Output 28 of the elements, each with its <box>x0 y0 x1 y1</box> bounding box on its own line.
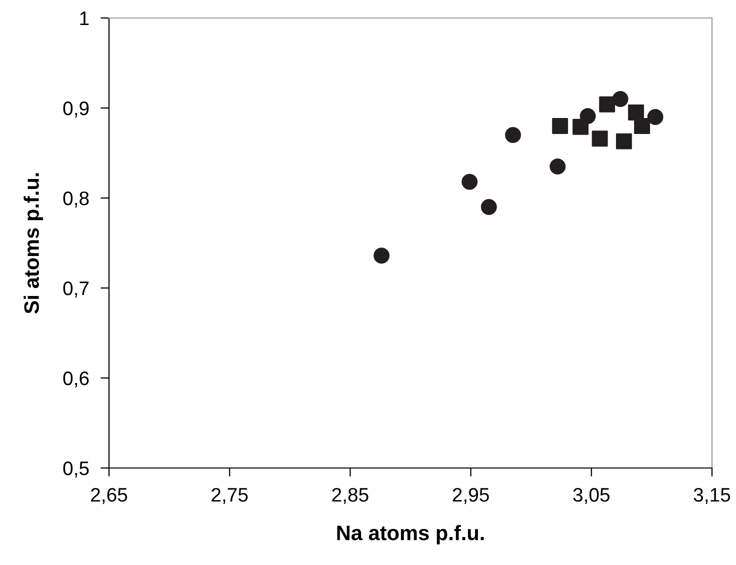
point <box>647 109 664 125</box>
x-axis-title: Na atoms p.f.u. <box>337 525 484 544</box>
point <box>634 118 650 134</box>
y-tick-label: 0,7 <box>63 281 89 298</box>
x-tick-label: 3,05 <box>573 488 610 504</box>
point <box>616 133 632 150</box>
point <box>612 91 628 107</box>
point <box>628 104 644 120</box>
point <box>552 118 568 134</box>
y-tick-label: 0,5 <box>63 461 89 478</box>
point <box>462 174 478 190</box>
y-tick-label: 0,9 <box>63 101 89 118</box>
x-tick-label: 2,65 <box>91 488 128 504</box>
point <box>505 127 521 143</box>
x-tick-label: 3,15 <box>694 488 730 504</box>
point <box>572 118 589 135</box>
y-tick-label: 0,6 <box>63 371 89 388</box>
x-tick-label: 2,85 <box>332 488 368 504</box>
point <box>599 96 616 112</box>
point <box>550 158 566 174</box>
y-tick-label: 1 <box>80 12 89 26</box>
point <box>592 130 608 147</box>
point <box>480 199 497 215</box>
y-tick-label: 0,8 <box>63 191 89 208</box>
y-axis-title: Si atoms p.f.u. <box>24 173 44 314</box>
x-tick-label: 2,95 <box>452 488 489 504</box>
point <box>374 248 390 264</box>
x-tick-label: 2,75 <box>212 488 248 504</box>
